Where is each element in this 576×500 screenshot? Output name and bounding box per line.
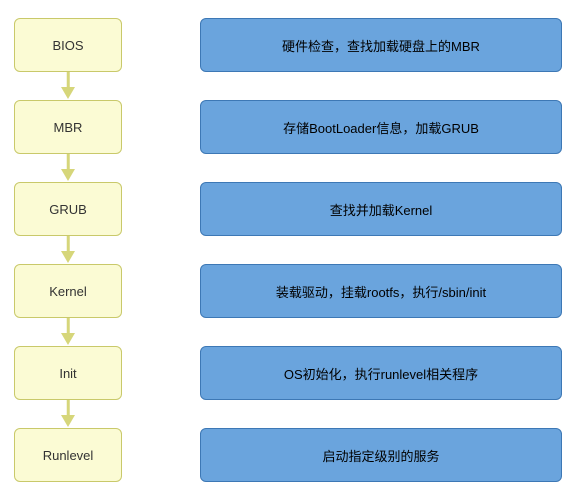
- description-box: OS初始化，执行runlevel相关程序: [200, 346, 562, 400]
- arrow-icon: [61, 72, 75, 100]
- stage-box: BIOS: [14, 18, 122, 72]
- flow-row: GRUB 查找并加载Kernel: [14, 182, 562, 236]
- arrow-icon: [61, 154, 75, 182]
- stage-box: Init: [14, 346, 122, 400]
- arrow-icon: [61, 400, 75, 428]
- stage-box: Kernel: [14, 264, 122, 318]
- arrow-down: [14, 400, 122, 428]
- description-box: 查找并加载Kernel: [200, 182, 562, 236]
- arrow-down: [14, 236, 122, 264]
- arrow-icon: [61, 236, 75, 264]
- stage-box: GRUB: [14, 182, 122, 236]
- flowchart-container: BIOS 硬件检查，查找加载硬盘上的MBR MBR 存储BootLoader信息，加载…: [14, 18, 562, 482]
- stage-box: Runlevel: [14, 428, 122, 482]
- arrow-down: [14, 318, 122, 346]
- flow-row: Init OS初始化，执行runlevel相关程序: [14, 346, 562, 400]
- description-box: 装载驱动，挂载rootfs，执行/sbin/init: [200, 264, 562, 318]
- stage-box: MBR: [14, 100, 122, 154]
- description-box: 启动指定级别的服务: [200, 428, 562, 482]
- description-box: 存储BootLoader信息，加载GRUB: [200, 100, 562, 154]
- arrow-icon: [61, 318, 75, 346]
- arrow-down: [14, 154, 122, 182]
- flow-row: Runlevel 启动指定级别的服务: [14, 428, 562, 482]
- flow-row: Kernel 装载驱动，挂载rootfs，执行/sbin/init: [14, 264, 562, 318]
- description-box: 硬件检查，查找加载硬盘上的MBR: [200, 18, 562, 72]
- flow-row: BIOS 硬件检查，查找加载硬盘上的MBR: [14, 18, 562, 72]
- flow-row: MBR 存储BootLoader信息，加载GRUB: [14, 100, 562, 154]
- arrow-down: [14, 72, 122, 100]
